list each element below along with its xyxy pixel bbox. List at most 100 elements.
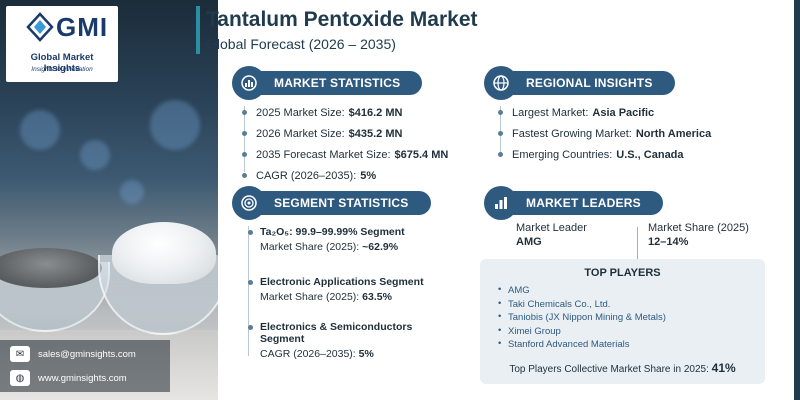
stat-label: 2035 Forecast Market Size: bbox=[256, 148, 391, 161]
stat-value: $675.4 MN bbox=[394, 148, 449, 161]
market-statistics-list: 2025 Market Size: $416.2 MN 2026 Market S… bbox=[242, 102, 448, 186]
segment-stat: CAGR (2026–2035): 5% bbox=[260, 348, 440, 360]
contact-email[interactable]: ✉ sales@gminsights.com bbox=[0, 343, 160, 365]
contact-website[interactable]: ◍ www.gminsights.com bbox=[0, 367, 160, 389]
list-item: Taniobis (JX Nippon Mining & Metals) bbox=[498, 311, 666, 326]
email-text[interactable]: sales@gminsights.com bbox=[38, 348, 136, 360]
right-edge-bar bbox=[794, 0, 800, 400]
region-row: Emerging Countries: U.S., Canada bbox=[498, 144, 711, 165]
segment-stat-value: 5% bbox=[358, 348, 374, 360]
bullet-dot bbox=[248, 280, 253, 285]
bullet-dot bbox=[242, 152, 247, 157]
divider bbox=[637, 227, 638, 261]
region-label: Fastest Growing Market: bbox=[512, 127, 632, 140]
stat-value: 5% bbox=[360, 169, 377, 182]
stat-row: 2026 Market Size: $435.2 MN bbox=[242, 123, 448, 144]
market-leader-label: Market Leader bbox=[516, 222, 587, 234]
segment-stat-label: Market Share (2025): bbox=[260, 241, 360, 253]
bar-chart-icon bbox=[484, 186, 518, 220]
stat-value: $435.2 MN bbox=[348, 127, 403, 140]
bullet-dot bbox=[498, 131, 503, 136]
timeline-line bbox=[500, 106, 501, 152]
stat-row: CAGR (2026–2035): 5% bbox=[242, 165, 448, 186]
regional-insights-header: REGIONAL INSIGHTS bbox=[484, 66, 675, 100]
list-item: AMG bbox=[498, 284, 666, 299]
list-item: Stanford Advanced Materials bbox=[498, 338, 666, 353]
bullet-dot bbox=[242, 173, 247, 178]
list-item: Ximei Group bbox=[498, 325, 666, 340]
bokeh-light bbox=[120, 180, 144, 204]
globe-chart-icon bbox=[232, 66, 266, 100]
top-players-list: AMG Taki Chemicals Co., Ltd. Taniobis (J… bbox=[498, 284, 666, 353]
top-players-footer: Top Players Collective Market Share in 2… bbox=[480, 361, 765, 375]
stat-row: 2025 Market Size: $416.2 MN bbox=[242, 102, 448, 123]
region-label: Largest Market: bbox=[512, 106, 589, 119]
globe-icon: ◍ bbox=[10, 370, 30, 386]
collective-share-label: Top Players Collective Market Share in 2… bbox=[509, 364, 709, 375]
market-leaders-header: MARKET LEADERS bbox=[484, 186, 663, 220]
regional-insights-list: Largest Market: Asia Pacific Fastest Grow… bbox=[498, 102, 711, 165]
page-subtitle: Global Forecast (2026 – 2035) bbox=[206, 36, 396, 52]
timeline-line bbox=[248, 226, 249, 356]
market-statistics-label: MARKET STATISTICS bbox=[260, 71, 423, 95]
timeline-line bbox=[244, 106, 245, 172]
title-accent-bar bbox=[196, 6, 200, 54]
bullet-dot bbox=[242, 131, 247, 136]
market-leader-value: AMG bbox=[516, 236, 542, 248]
region-row: Fastest Growing Market: North America bbox=[498, 123, 711, 144]
logo[interactable]: GMI Global Market Insights Insights to I… bbox=[6, 6, 118, 82]
segment-name: Electronics & Semiconductors Segment bbox=[260, 321, 413, 345]
segment-stat: Market Share (2025): ~62.9% bbox=[260, 241, 405, 253]
region-row: Largest Market: Asia Pacific bbox=[498, 102, 711, 123]
gmi-logo-icon bbox=[26, 12, 54, 42]
segment-stat-value: 63.5% bbox=[362, 291, 392, 303]
target-icon bbox=[232, 186, 266, 220]
segment-stat-label: CAGR (2026–2035): bbox=[260, 348, 356, 360]
segment-statistics-header: SEGMENT STATISTICS bbox=[232, 186, 431, 220]
bullet-dot bbox=[242, 110, 247, 115]
market-leaders-label: MARKET LEADERS bbox=[512, 191, 663, 215]
website-text[interactable]: www.gminsights.com bbox=[38, 372, 127, 384]
hero-image: GMI Global Market Insights Insights to I… bbox=[0, 0, 218, 400]
segment-name: Ta₂O₅: 99.9–99.99% Segment bbox=[260, 226, 405, 238]
stat-label: 2026 Market Size: bbox=[256, 127, 345, 140]
market-share-label: Market Share (2025) bbox=[648, 222, 749, 234]
brand-name: Global Market Insights bbox=[30, 52, 94, 74]
region-value: North America bbox=[635, 127, 712, 140]
globe-icon bbox=[484, 66, 518, 100]
market-share-value: 12–14% bbox=[648, 236, 689, 248]
stat-label: CAGR (2026–2035): bbox=[256, 169, 357, 182]
region-value: Asia Pacific bbox=[592, 106, 655, 119]
top-players-panel: TOP PLAYERS AMG Taki Chemicals Co., Ltd.… bbox=[480, 259, 765, 384]
segment-item: Ta₂O₅: 99.9–99.99% Segment Market Share … bbox=[248, 226, 405, 253]
region-value: U.S., Canada bbox=[616, 148, 684, 161]
dark-powder bbox=[0, 248, 102, 288]
collective-share-value: 41% bbox=[711, 361, 736, 375]
segment-statistics-label: SEGMENT STATISTICS bbox=[260, 191, 431, 215]
segment-stat-label: Market Share (2025): bbox=[260, 291, 360, 303]
segment-stat-value: ~62.9% bbox=[362, 241, 399, 253]
stat-value: $416.2 MN bbox=[348, 106, 403, 119]
bokeh-light bbox=[80, 140, 110, 170]
segment-item: Electronic Applications Segment Market S… bbox=[248, 276, 424, 303]
top-players-title: TOP PLAYERS bbox=[584, 267, 661, 279]
bullet-dot bbox=[498, 152, 503, 157]
bokeh-light bbox=[150, 100, 200, 150]
bokeh-light bbox=[20, 110, 60, 150]
page-title: Tantalum Pentoxide Market bbox=[206, 8, 478, 31]
segment-item: Electronics & Semiconductors Segment CAG… bbox=[248, 321, 440, 360]
regional-insights-label: REGIONAL INSIGHTS bbox=[512, 71, 675, 95]
envelope-icon: ✉ bbox=[10, 346, 30, 362]
market-statistics-header: MARKET STATISTICS bbox=[232, 66, 423, 100]
bullet-dot bbox=[248, 325, 253, 330]
segment-name: Electronic Applications Segment bbox=[260, 276, 424, 288]
white-powder bbox=[112, 222, 216, 284]
list-item: Taki Chemicals Co., Ltd. bbox=[498, 298, 666, 313]
segment-stat: Market Share (2025): 63.5% bbox=[260, 291, 424, 303]
brand-tagline: Insights to Innovation bbox=[31, 66, 93, 73]
stat-label: 2025 Market Size: bbox=[256, 106, 345, 119]
stat-row: 2035 Forecast Market Size: $675.4 MN bbox=[242, 144, 448, 165]
bullet-dot bbox=[248, 230, 253, 235]
region-label: Emerging Countries: bbox=[512, 148, 613, 161]
logo-text: GMI bbox=[56, 12, 109, 42]
